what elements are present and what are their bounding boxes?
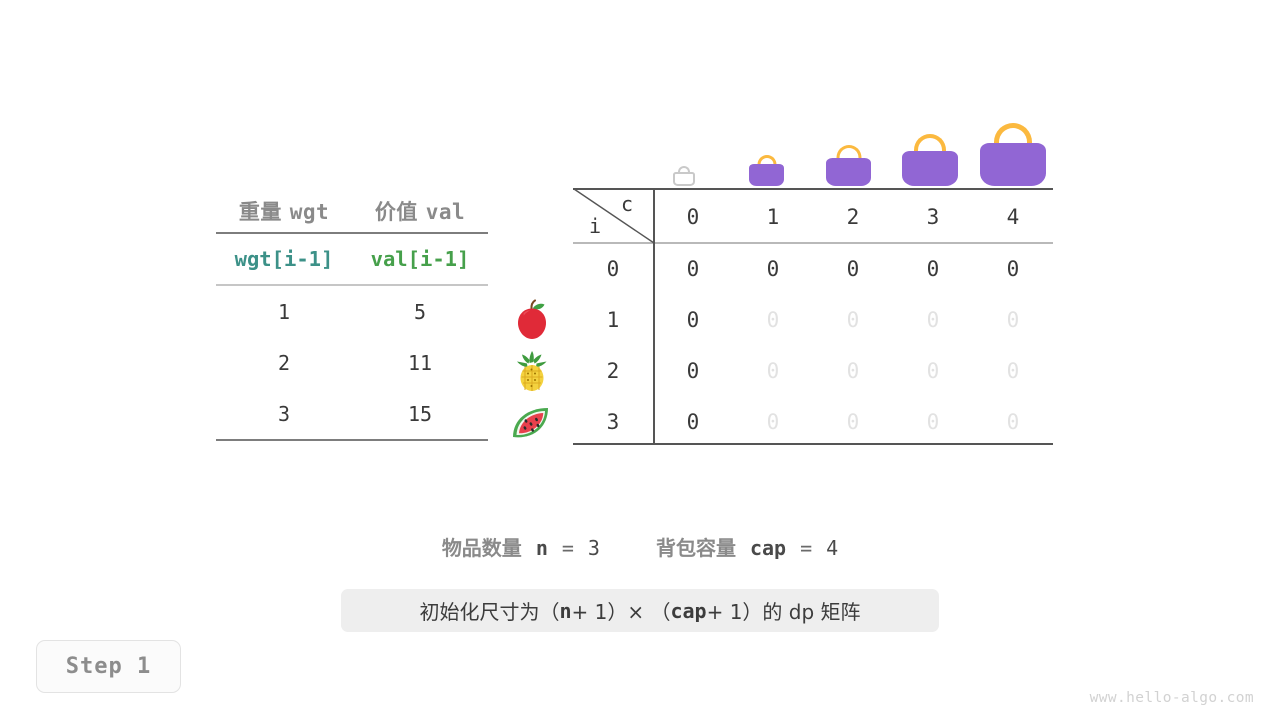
dp-cell-1-3: 0	[926, 308, 940, 332]
item-weight-cell: 3	[277, 401, 291, 426]
step-badge: Step 1	[36, 640, 181, 693]
dp-cell-0-1: 0	[766, 257, 780, 281]
caption-part-3: + 1）的 dp 矩阵	[706, 600, 861, 624]
item-count-value: 3	[587, 536, 600, 560]
dp-cell-3-1: 0	[766, 410, 780, 434]
dp-cell-1-1: 0	[766, 308, 780, 332]
dp-header-border	[573, 242, 1053, 244]
dp-corner-label-i: i	[589, 214, 602, 238]
dp-top-border	[573, 188, 1053, 190]
dp-corner-label-c: c	[621, 192, 634, 216]
dp-vertical-divider	[653, 190, 655, 443]
item-count-label: 物品数量	[441, 536, 522, 560]
bag-icon-capacity-3	[902, 134, 958, 186]
dp-cell-3-3: 0	[926, 410, 940, 434]
dp-cell-0-2: 0	[846, 257, 860, 281]
table-row: 1 5	[216, 286, 488, 337]
capacity-label: 背包容量	[655, 536, 736, 560]
dp-cell-0-0: 0	[686, 257, 700, 281]
item-table-subheader-val: val[i-1]	[370, 247, 470, 271]
bag-icon-capacity-0	[673, 166, 695, 186]
dp-cell-0-4: 0	[1006, 257, 1020, 281]
dp-cell-3-4: 0	[1006, 410, 1020, 434]
watermark: www.hello-algo.com	[1089, 690, 1254, 706]
item-weight-cell: 1	[277, 299, 291, 324]
item-table-header-weight: 重量 wgt	[238, 200, 330, 224]
dp-cell-3-0: 0	[686, 410, 700, 434]
apple-icon	[508, 296, 556, 344]
step-caption: 初始化尺寸为（ n + 1）× （cap + 1）的 dp 矩阵	[341, 589, 939, 632]
caption-part-1: 初始化尺寸为（	[419, 600, 560, 624]
caption-part-2: + 1）× （	[571, 600, 671, 624]
item-value-cell: 5	[413, 299, 427, 324]
dp-row-header-3: 3	[606, 410, 620, 434]
item-table-subheader-rule	[216, 284, 488, 286]
item-value-cell: 11	[407, 350, 433, 375]
caption-var-cap: cap	[670, 598, 707, 623]
bag-icon-capacity-1	[749, 155, 784, 186]
dp-corner-diagonal-icon	[573, 188, 655, 244]
item-table-bottom-rule	[216, 439, 488, 441]
item-table-subheader-wgt: wgt[i-1]	[234, 247, 334, 271]
dp-col-header-2: 2	[846, 205, 860, 229]
dp-cell-2-0: 0	[686, 359, 700, 383]
capacity-value: 4	[826, 536, 839, 560]
item-table-subheader-row: wgt[i-1] val[i-1]	[216, 234, 488, 284]
dp-cell-1-2: 0	[846, 308, 860, 332]
pineapple-icon	[508, 347, 556, 395]
watermelon-icon	[508, 398, 556, 446]
dp-cell-1-0: 0	[686, 308, 700, 332]
item-table: 重量 wgt 价值 val wgt[i-1] val[i-1] 1 5 2 11…	[216, 190, 488, 441]
dp-cell-3-2: 0	[846, 410, 860, 434]
dp-cell-2-3: 0	[926, 359, 940, 383]
table-row: 3 15	[216, 388, 488, 439]
step-badge-label: Step 1	[65, 654, 152, 679]
dp-cell-2-1: 0	[766, 359, 780, 383]
dp-col-header-1: 1	[766, 205, 780, 229]
capacity-var: cap	[749, 536, 787, 560]
item-table-header-row: 重量 wgt 价值 val	[216, 190, 488, 232]
dp-matrix: c i 0 1 2 3 4 0 1 2 3 0 0 0 0 0 0 0 0 0 …	[573, 188, 1053, 445]
parameters-summary: 物品数量 n = 3 背包容量 cap = 4	[0, 532, 1280, 561]
item-weight-cell: 2	[277, 350, 291, 375]
caption-var-n: n	[559, 598, 572, 623]
bag-icon-capacity-2	[826, 145, 871, 186]
dp-cell-0-3: 0	[926, 257, 940, 281]
dp-row-header-0: 0	[606, 257, 620, 281]
item-table-header-value: 价值 val	[374, 200, 466, 224]
item-table-header-rule	[216, 232, 488, 234]
dp-cell-1-4: 0	[1006, 308, 1020, 332]
dp-col-header-4: 4	[1006, 205, 1020, 229]
dp-col-header-3: 3	[926, 205, 940, 229]
dp-bottom-border	[573, 443, 1053, 445]
dp-cell-2-4: 0	[1006, 359, 1020, 383]
item-count-var: n	[535, 536, 548, 560]
item-value-cell: 15	[407, 401, 433, 426]
capacity-equals: =	[800, 536, 813, 560]
dp-col-header-0: 0	[686, 205, 700, 229]
bag-capacity-row	[573, 120, 1053, 186]
item-count-equals: =	[561, 536, 574, 560]
dp-row-header-2: 2	[606, 359, 620, 383]
dp-cell-2-2: 0	[846, 359, 860, 383]
dp-row-header-1: 1	[606, 308, 620, 332]
table-row: 2 11	[216, 337, 488, 388]
bag-icon-capacity-4	[980, 123, 1046, 186]
